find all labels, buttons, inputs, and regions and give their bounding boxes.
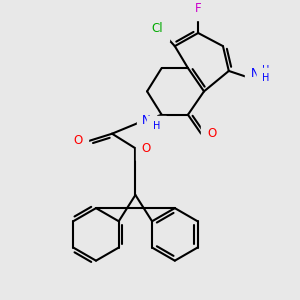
Text: F: F [195,2,202,15]
Text: O: O [207,127,216,140]
Text: N: N [251,68,260,80]
Text: H: H [153,122,160,131]
Text: Cl: Cl [152,22,163,35]
Text: O: O [74,134,83,148]
Text: H: H [262,73,270,83]
Text: O: O [141,142,151,155]
Text: N: N [142,114,151,127]
Text: H: H [262,65,270,75]
